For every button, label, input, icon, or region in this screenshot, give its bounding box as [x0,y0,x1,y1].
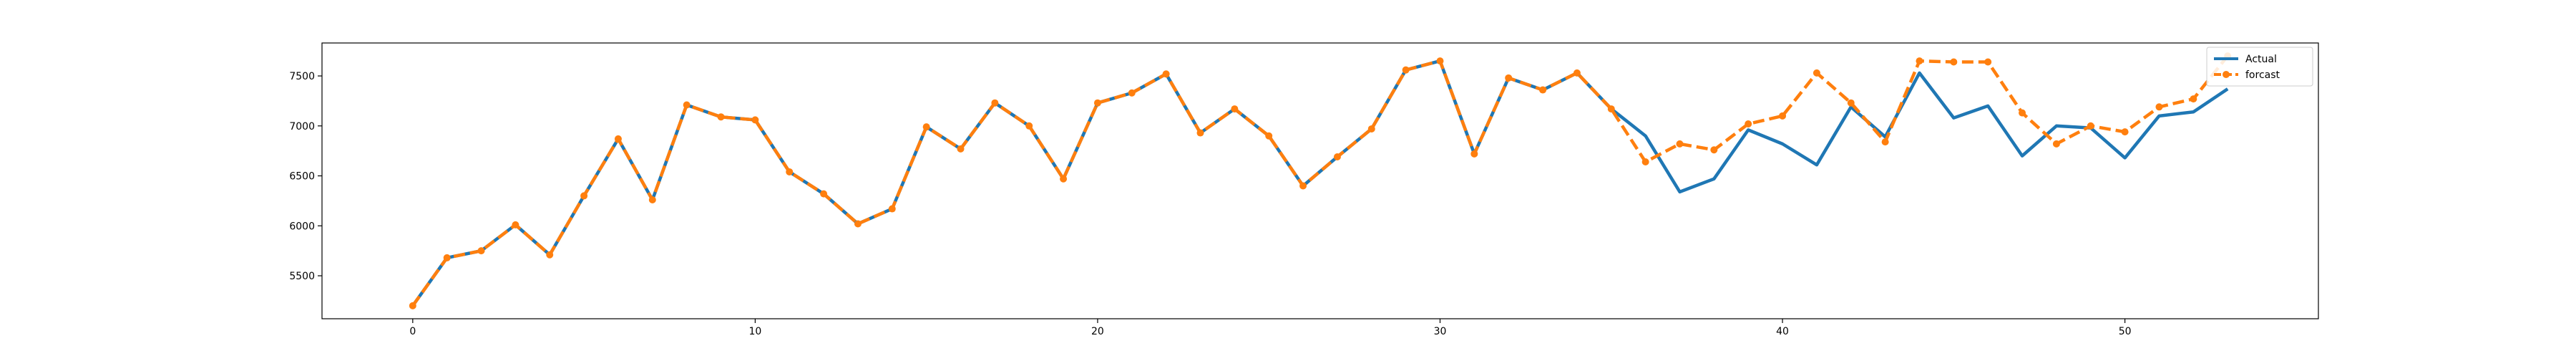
legend-marker-forcast [2223,71,2230,78]
data-point-forcast [1847,99,1855,107]
x-tick-label: 0 [409,326,416,337]
data-point-forcast [1231,105,1239,113]
data-point-forcast [1779,112,1787,120]
data-point-forcast [1060,175,1068,183]
data-point-forcast [580,192,588,200]
x-tick-label: 10 [748,326,761,337]
data-point-forcast [1470,150,1478,158]
data-point-forcast [1676,140,1684,148]
data-point-forcast [1813,69,1820,77]
data-point-forcast [922,123,930,131]
data-point-forcast [1573,69,1581,77]
data-point-forcast [1710,146,1718,154]
legend-box [2206,47,2313,87]
axes: 0 10 20 30 40 50 5500 6000 6500 7000 7500 [289,42,2319,337]
legend-label-actual: Actual [2245,54,2277,65]
series-line-forcast [411,54,2229,307]
legend-label-forcast: forcast [2245,69,2280,81]
y-tick-label: 6500 [289,171,315,183]
y-tick-label: 7000 [289,121,315,133]
data-point-forcast [1745,120,1752,127]
data-point-forcast [751,116,759,124]
axes-frame [321,42,2319,319]
data-point-forcast [683,101,691,109]
y-tick-label: 7500 [289,71,315,82]
data-point-forcast [1128,89,1136,97]
data-point-forcast [1881,138,1889,146]
data-point-forcast [1093,99,1101,107]
data-point-forcast [546,251,554,259]
x-tick-label: 50 [2119,326,2132,337]
y-tick-label: 5500 [289,271,315,282]
data-point-forcast [2019,109,2026,117]
data-point-forcast [991,99,999,107]
data-point-forcast [409,302,416,309]
data-point-forcast [443,254,451,261]
data-point-forcast [2052,140,2060,148]
x-tick-label: 20 [1091,326,1104,337]
series-line-actual [411,59,2229,307]
data-point-forcast [614,135,622,143]
data-point-forcast [1950,58,1958,66]
data-point-forcast [1367,125,1375,133]
y-tick-label: 6000 [289,221,315,232]
data-point-forcast [1333,153,1341,161]
data-point-forcast [820,190,828,198]
data-point-forcast [786,168,794,175]
data-point-forcast [1607,105,1615,113]
data-point-forcast [1916,57,1923,65]
data-point-forcast [717,113,725,121]
plot-area [409,52,2232,309]
data-point-forcast [1025,122,1033,130]
data-point-forcast [2190,95,2197,103]
data-point-forcast [2155,103,2163,111]
data-point-forcast [512,221,519,228]
data-point-forcast [648,196,656,203]
data-point-forcast [1196,129,1204,137]
data-point-forcast [1984,58,1992,66]
data-point-forcast [1505,74,1513,82]
data-point-forcast [1299,182,1307,190]
legend: Actual forcast [2206,47,2313,87]
data-point-forcast [2121,128,2129,136]
x-tick-label: 30 [1434,326,1447,337]
data-point-forcast [2087,122,2094,130]
data-point-forcast [1162,70,1170,78]
data-point-forcast [1539,86,1547,94]
data-point-forcast [957,145,965,153]
data-point-forcast [1402,66,1410,74]
data-point-forcast [1641,158,1649,165]
data-point-forcast [854,220,862,228]
x-tick-label: 40 [1776,326,1789,337]
data-point-forcast [888,205,896,213]
data-point-forcast [1265,132,1273,140]
data-point-forcast [477,247,485,255]
data-point-forcast [1436,57,1444,65]
